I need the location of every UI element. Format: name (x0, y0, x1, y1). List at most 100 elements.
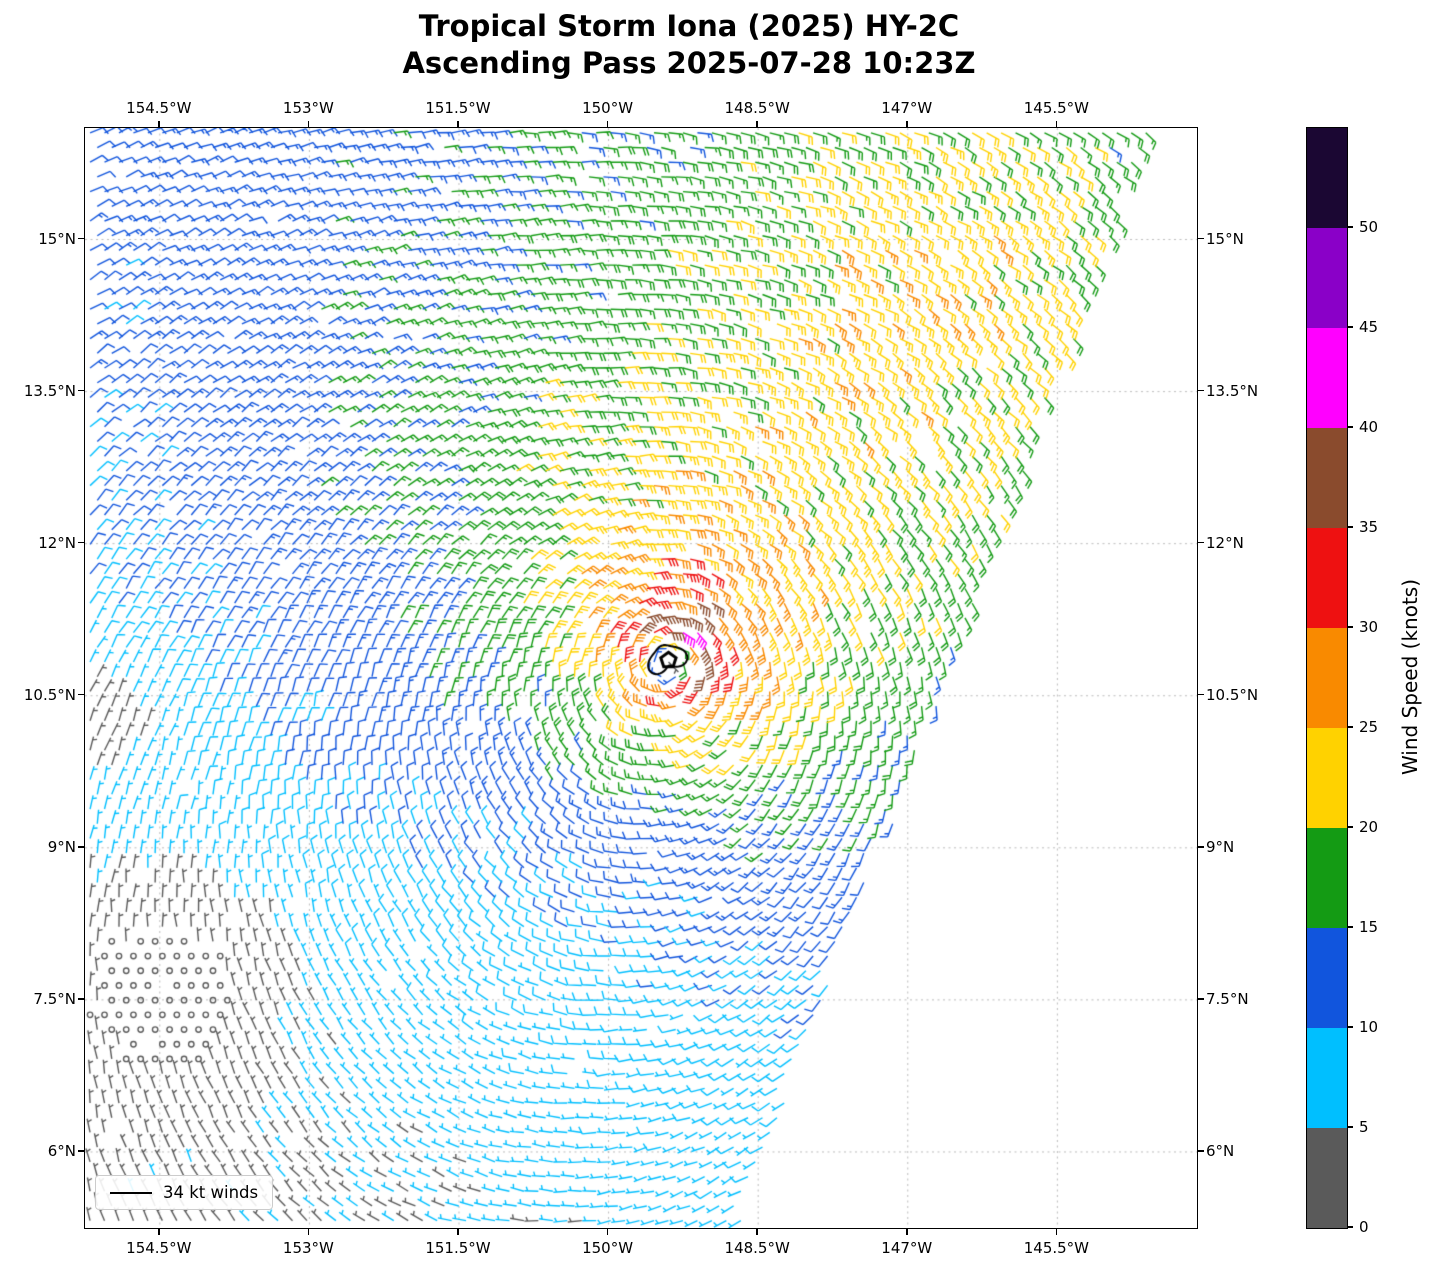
colorbar-tick-mark (1348, 926, 1353, 928)
lat-tick-label: 10.5°N (23, 685, 76, 704)
lon-tick-mark (1055, 1229, 1058, 1235)
lon-tick-mark (457, 121, 459, 127)
colorbar-tick-label: 10 (1359, 1018, 1379, 1036)
colorbar-tick-label: 25 (1359, 718, 1379, 736)
lon-tick-mark (606, 1229, 609, 1235)
lat-tick-mark (1198, 389, 1204, 392)
title-line-1: Tropical Storm Iona (2025) HY-2C (418, 9, 960, 43)
lat-tick-mark (1198, 998, 1204, 1000)
lon-tick-label: 147°W (881, 99, 933, 117)
lat-tick-mark (78, 998, 84, 1000)
colorbar-tick-label: 30 (1359, 618, 1379, 636)
colorbar-tick-mark (1348, 1226, 1353, 1228)
colorbar-tick-label: 20 (1359, 818, 1379, 836)
lon-tick-mark (606, 121, 609, 127)
colorbar-tick-label: 50 (1359, 218, 1379, 236)
colorbar-segment (1307, 1128, 1347, 1228)
map-plot-area (84, 127, 1198, 1229)
lat-tick-mark (1198, 541, 1204, 544)
lon-tick-mark (906, 121, 908, 127)
colorbar-segment (1307, 328, 1347, 428)
lat-tick-label: 12°N (38, 533, 76, 552)
colorbar-tick-label: 40 (1359, 418, 1379, 436)
lon-tick-label: 150°W (582, 1239, 634, 1257)
lon-tick-label: 148.5°W (724, 99, 790, 117)
lat-tick-mark (78, 237, 84, 240)
lon-tick-mark (307, 1229, 310, 1235)
legend: 34 kt winds (95, 1175, 274, 1210)
lon-tick-mark (756, 1229, 758, 1235)
lat-tick-mark (78, 1150, 84, 1152)
colorbar-segment (1307, 128, 1347, 228)
lat-tick-label: 13.5°N (23, 381, 76, 400)
lon-tick-label: 148.5°W (724, 1239, 790, 1257)
lon-tick-label: 151.5°W (425, 1239, 491, 1257)
lat-tick-label: 6°N (1206, 1141, 1235, 1160)
colorbar-tick-mark (1348, 626, 1353, 628)
lat-tick-mark (1198, 1150, 1204, 1152)
colorbar-segment (1307, 428, 1347, 528)
lon-tick-label: 145.5°W (1023, 1239, 1090, 1257)
colorbar-tick-mark (1348, 1126, 1353, 1128)
lon-tick-label: 151.5°W (425, 99, 491, 117)
colorbar-tick-mark (1348, 226, 1353, 228)
lat-tick-label: 15°N (1206, 229, 1244, 248)
lat-tick-label: 7.5°N (33, 989, 76, 1008)
colorbar-tick-label: 15 (1359, 918, 1379, 936)
colorbar-segment (1307, 228, 1347, 328)
title-line-2: Ascending Pass 2025-07-28 10:23Z (402, 46, 976, 81)
colorbar-segment (1307, 1028, 1347, 1128)
lat-tick-label: 9°N (47, 837, 76, 856)
lat-tick-mark (78, 846, 84, 848)
lat-tick-label: 6°N (47, 1141, 76, 1160)
lon-tick-mark (906, 1229, 908, 1235)
colorbar-segment (1307, 728, 1347, 828)
lon-tick-mark (756, 121, 758, 127)
colorbar-tick-mark (1348, 1026, 1353, 1028)
lat-tick-label: 15°N (38, 229, 76, 248)
lat-tick-mark (1198, 693, 1204, 696)
lat-tick-label: 12°N (1206, 533, 1244, 552)
lon-tick-mark (158, 121, 160, 127)
lat-tick-label: 13.5°N (1206, 381, 1259, 400)
lon-tick-label: 154.5°W (126, 1239, 192, 1257)
lon-tick-label: 147°W (881, 1239, 933, 1257)
colorbar-tick-label: 0 (1359, 1218, 1369, 1236)
lon-tick-label: 153°W (282, 99, 334, 117)
lat-tick-mark (1198, 237, 1204, 240)
figure-title: Tropical Storm Iona (2025) HY-2C Ascendi… (84, 8, 1294, 82)
colorbar-tick-label: 5 (1359, 1118, 1369, 1136)
colorbar-tick-mark (1348, 726, 1353, 728)
colorbar-tick-mark (1348, 826, 1353, 828)
lon-tick-label: 150°W (582, 99, 634, 117)
colorbar-tick-mark (1348, 326, 1353, 328)
lat-tick-label: 10.5°N (1206, 685, 1259, 704)
colorbar-tick-label: 45 (1359, 318, 1379, 336)
colorbar-tick-label: 35 (1359, 518, 1379, 536)
lon-tick-mark (307, 121, 310, 127)
colorbar-segment (1307, 628, 1347, 728)
lat-tick-mark (78, 389, 84, 392)
colorbar (1306, 127, 1348, 1229)
lat-tick-label: 7.5°N (1206, 989, 1249, 1008)
lat-tick-label: 9°N (1206, 837, 1235, 856)
lat-tick-mark (78, 541, 84, 544)
lon-tick-label: 145.5°W (1023, 99, 1090, 117)
lon-tick-label: 153°W (282, 1239, 334, 1257)
wind-barb-canvas (85, 128, 1197, 1228)
colorbar-tick-mark (1348, 526, 1353, 528)
colorbar-segment (1307, 528, 1347, 628)
lon-tick-mark (1055, 121, 1058, 127)
lon-tick-mark (457, 1229, 459, 1235)
colorbar-tick-mark (1348, 426, 1353, 428)
legend-34kt-line-sample (110, 1191, 152, 1194)
lat-tick-mark (78, 693, 84, 696)
legend-34kt-label: 34 kt winds (163, 1183, 259, 1202)
lat-tick-mark (1198, 846, 1204, 848)
colorbar-label: Wind Speed (knots) (1398, 578, 1422, 776)
lon-tick-mark (158, 1229, 160, 1235)
colorbar-segment (1307, 828, 1347, 928)
colorbar-segment (1307, 928, 1347, 1028)
lon-tick-label: 154.5°W (126, 99, 192, 117)
